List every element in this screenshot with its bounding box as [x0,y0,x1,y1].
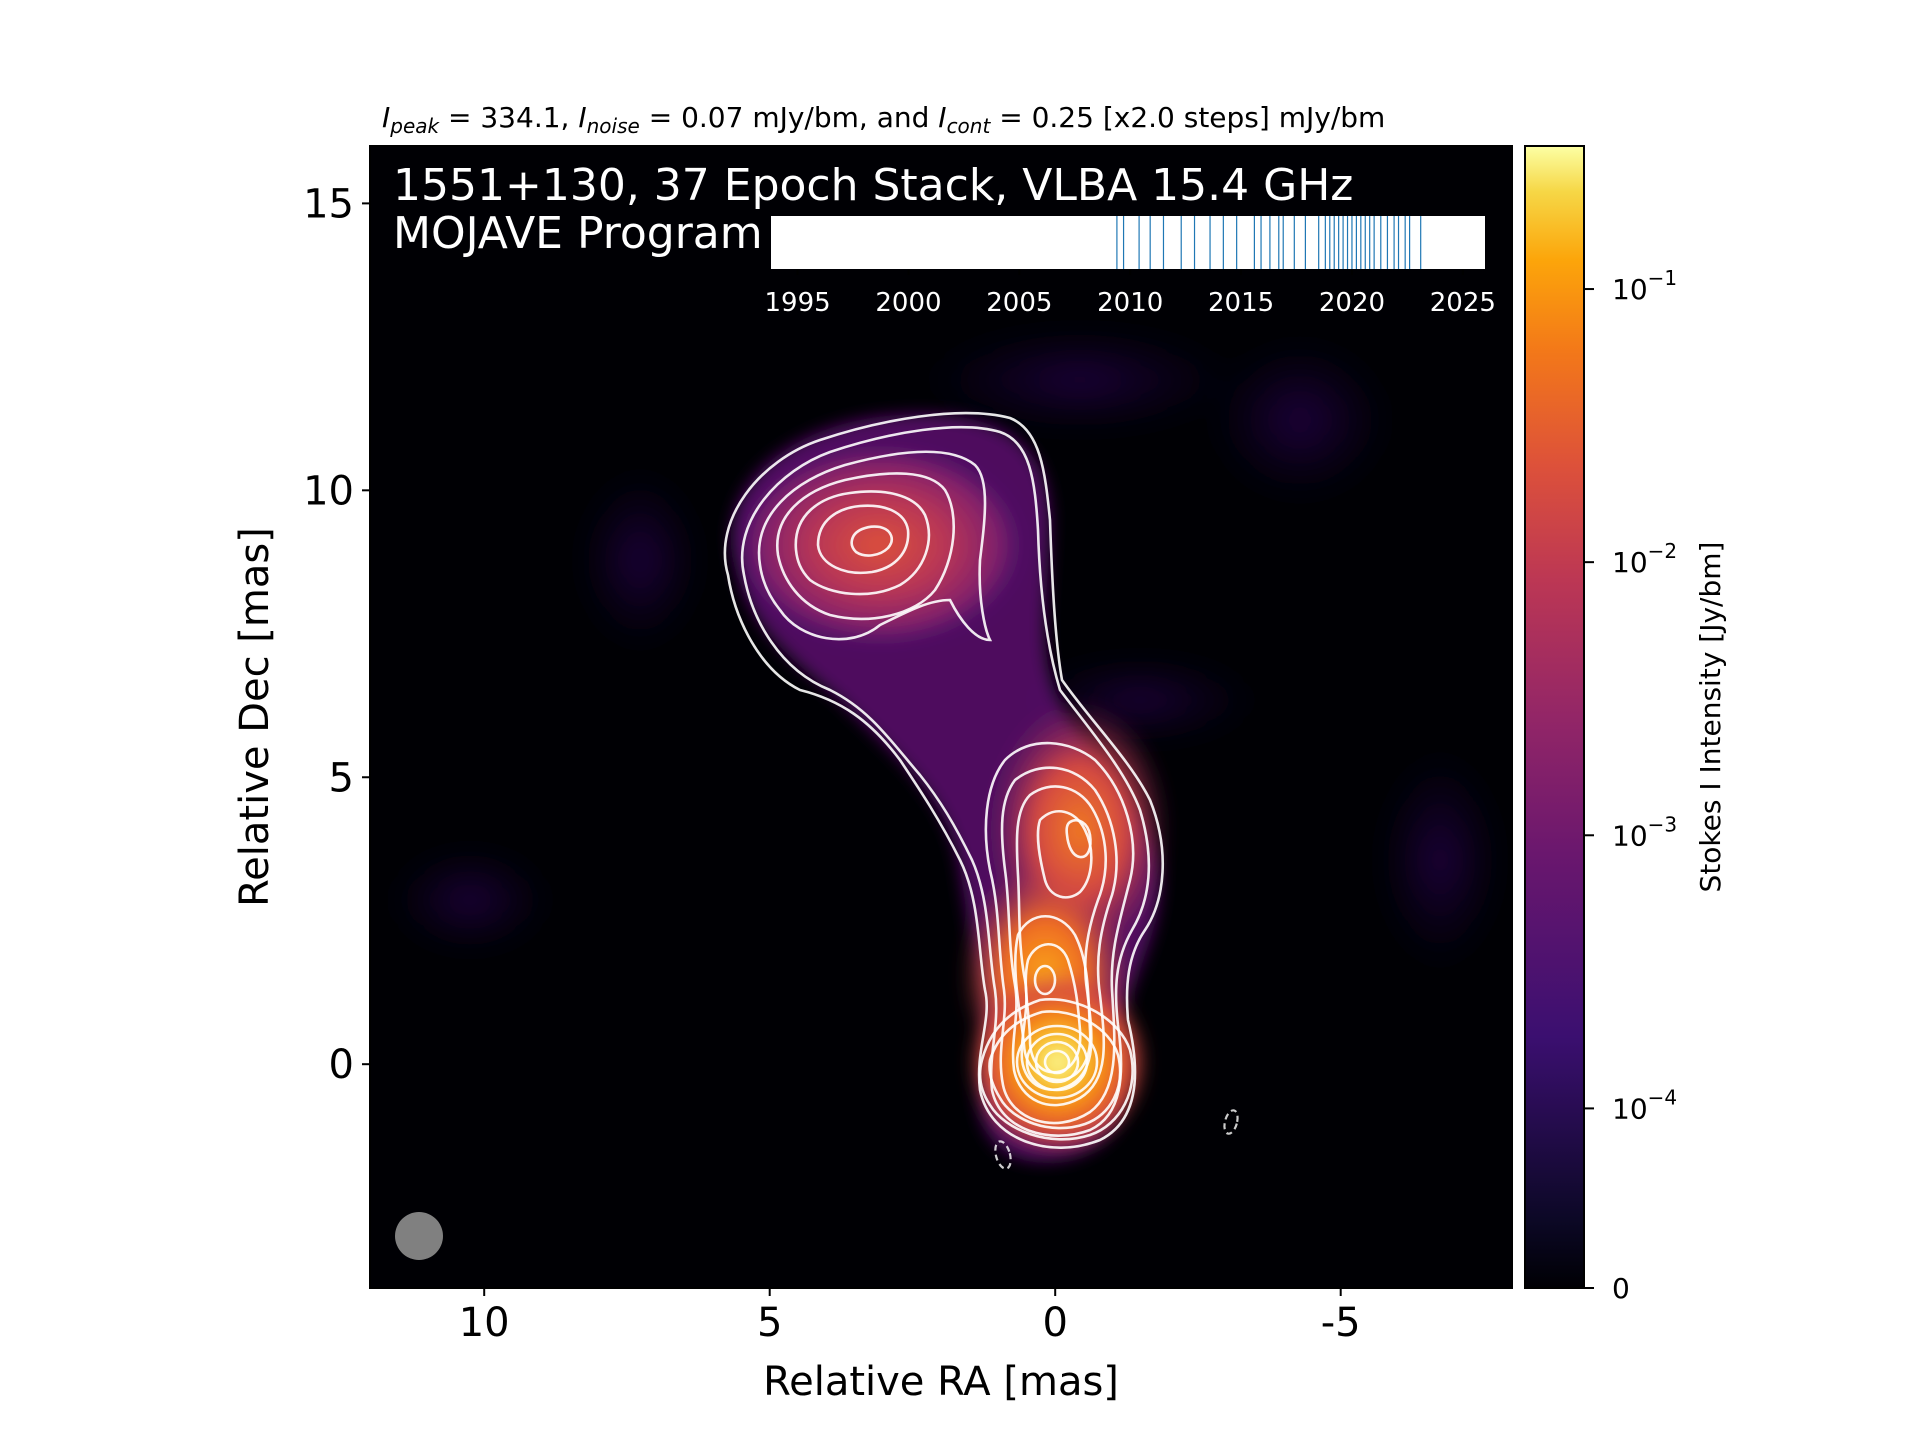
negative-contours [994,1109,1239,1170]
timeline-tick-label: 2025 [1430,288,1496,318]
noise-symbol: I [578,101,586,134]
y-tick-label: 5 [329,755,354,801]
colorbar-tick-label: 10−3 [1612,812,1677,852]
contour-level-5-jet [1015,785,1107,1091]
contour-level-7-lobe [850,525,894,557]
panel-title-line1: 1551+130, 37 Epoch Stack, VLBA 15.4 GHz [393,160,1353,211]
x-tick-label: 5 [757,1300,782,1346]
noise-subscript: noise [587,114,640,138]
colorbar-gradient [1524,145,1585,1289]
contour-level-8-inner [1033,964,1057,996]
negative-contour-1 [994,1140,1012,1170]
colorbar-label: Stokes I Intensity [Jy/bm] [1694,542,1727,893]
contour-level-2 [741,425,1151,1138]
contour-level-3-lobe [757,450,993,642]
stats-header: Ipeak = 334.1, Inoise = 0.07 mJy/bm, and… [382,101,1385,138]
timeline-tick-label: 2010 [1097,288,1163,318]
timeline-ticks: 1995 2000 2005 2010 2015 2020 2025 [765,269,1496,318]
contour-level-10-core [1034,1040,1080,1084]
contour-level-3-jet [984,741,1135,1125]
timeline-tick-label: 2015 [1208,288,1274,318]
y-axis-label: Relative Dec [mas] [232,527,278,907]
y-axis: 0 5 10 15 [303,181,370,1088]
y-tick-label: 0 [329,1042,354,1088]
contour-level-1 [723,411,1165,1149]
colorbar: 0 10−4 10−3 10−2 10−1 Stokes I Intensity [Jy… [1524,145,1727,1305]
contour-level-4-lobe [775,472,955,621]
panel-frame [369,145,1513,1289]
background-noise [390,330,1500,970]
y-tick-label: 15 [303,181,354,227]
timeline-tick-label: 1995 [765,288,831,318]
x-axis: 10 5 0 -5 [459,1288,1361,1346]
contour-level-6-jet [1014,914,1092,1082]
contour-core-outer-b [988,1010,1122,1130]
timeline-tick-label: 2005 [986,288,1052,318]
x-tick-label: 10 [459,1300,510,1346]
image-panel [370,146,1512,1288]
contour-level-11-core [1043,1049,1071,1075]
beam-ellipse [395,1212,443,1260]
cont-value: = 0.25 [x2.0 steps] mJy/bm [990,101,1385,134]
contour-level-5-lobe [794,490,931,596]
colorbar-tick-label: 0 [1612,1272,1630,1305]
noise-value: = 0.07 mJy/bm, and [640,101,938,134]
x-tick-label: 0 [1042,1300,1067,1346]
x-tick-label: -5 [1321,1300,1361,1346]
x-axis-label: Relative RA [mas] [763,1359,1119,1405]
timeline-epochs [1116,216,1422,269]
cont-symbol: I [938,101,946,134]
contour-level-9-core [1025,1032,1089,1092]
contour-level-6-knot [1036,810,1093,899]
negative-contour-2 [1223,1109,1239,1135]
panel-title-line2: MOJAVE Program [393,208,763,259]
contours [723,411,1165,1149]
contour-level-4-jet [1000,766,1118,1107]
peak-subscript: peak [389,114,440,138]
contour-level-8-core [1015,1024,1099,1100]
colorbar-tick-label: 10−2 [1612,539,1677,579]
colorbar-tick-label: 10−1 [1612,266,1677,306]
cont-subscript: cont [947,114,992,138]
colorbar-tick-label: 10−4 [1612,1085,1677,1125]
contour-core-outer-a [978,998,1134,1141]
contour-level-7-knot [1065,818,1092,859]
timeline-tick-label: 2020 [1319,288,1385,318]
epoch-timeline: 1995 2000 2005 2010 2015 2020 2025 [765,216,1496,318]
y-tick-label: 10 [303,468,354,514]
timeline-box [771,216,1485,269]
timeline-tick-label: 2000 [875,288,941,318]
colorbar-ticks: 0 10−4 10−3 10−2 10−1 [1584,266,1677,1305]
peak-symbol: I [382,101,390,134]
contour-level-6-lobe [816,504,910,575]
peak-value: = 334.1, [439,101,578,134]
contour-level-7-jet [1024,943,1082,1074]
